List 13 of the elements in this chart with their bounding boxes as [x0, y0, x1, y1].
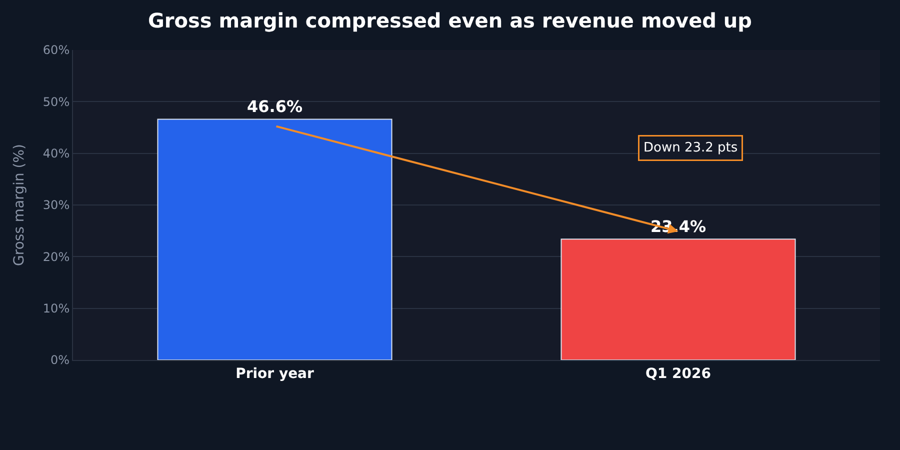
y-tick-label: 60%	[42, 43, 70, 58]
y-tick-label: 10%	[42, 302, 70, 316]
y-tick-label: 20%	[42, 250, 70, 264]
x-tick-label: Prior year	[236, 366, 314, 382]
chart-title: Gross margin compressed even as revenue moved up	[148, 8, 752, 32]
y-tick-label: 50%	[42, 94, 70, 109]
y-axis-title: Gross margin (%)	[12, 144, 28, 266]
x-tick-label: Q1 2026	[646, 366, 711, 382]
y-tick-label: 40%	[42, 146, 70, 161]
y-tick-label: 30%	[42, 198, 70, 212]
data-label: 46.6%	[246, 97, 303, 116]
annotation: Down 23.2 pts	[644, 140, 738, 156]
y-tick-label: 0%	[50, 353, 70, 368]
